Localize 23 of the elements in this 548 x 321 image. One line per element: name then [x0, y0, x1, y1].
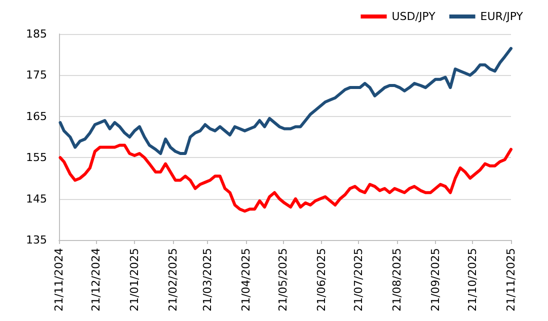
- y-tick-label: 155: [26, 151, 47, 164]
- line-series: [58, 46, 512, 155]
- y-tick-label: 185: [26, 28, 47, 40]
- x-tick-label: 21/01/2025: [128, 248, 142, 312]
- legend-label: USD/JPY: [392, 10, 436, 23]
- y-tick-label: 145: [26, 192, 47, 206]
- x-tick-label: 21/08/2025: [390, 248, 404, 312]
- y-tick-label: 175: [26, 68, 47, 82]
- y-tick-label: 165: [26, 110, 47, 123]
- x-tick-label: 21/02/2025: [166, 248, 180, 312]
- x-tick-label: 21/04/2025: [239, 248, 252, 312]
- x-tick-label: 21/11/2025: [504, 248, 518, 312]
- x-tick-label: 21/09/2025: [428, 248, 442, 312]
- x-tick-label: 21/05/2025: [276, 248, 290, 312]
- x-tick-label: 21/12/2024: [90, 248, 103, 312]
- x-tick-label: 21/11/2024: [52, 248, 66, 312]
- legend-label: EUR/JPY: [480, 10, 524, 23]
- x-tick-label: 21/03/2025: [201, 248, 214, 312]
- line-series: [58, 144, 512, 213]
- y-tick-label: 135: [26, 234, 47, 246]
- x-tick-label: 21/07/2025: [352, 248, 366, 312]
- x-tick-label: 21/06/2025: [315, 248, 328, 312]
- x-tick-label: 21/10/2025: [466, 248, 480, 312]
